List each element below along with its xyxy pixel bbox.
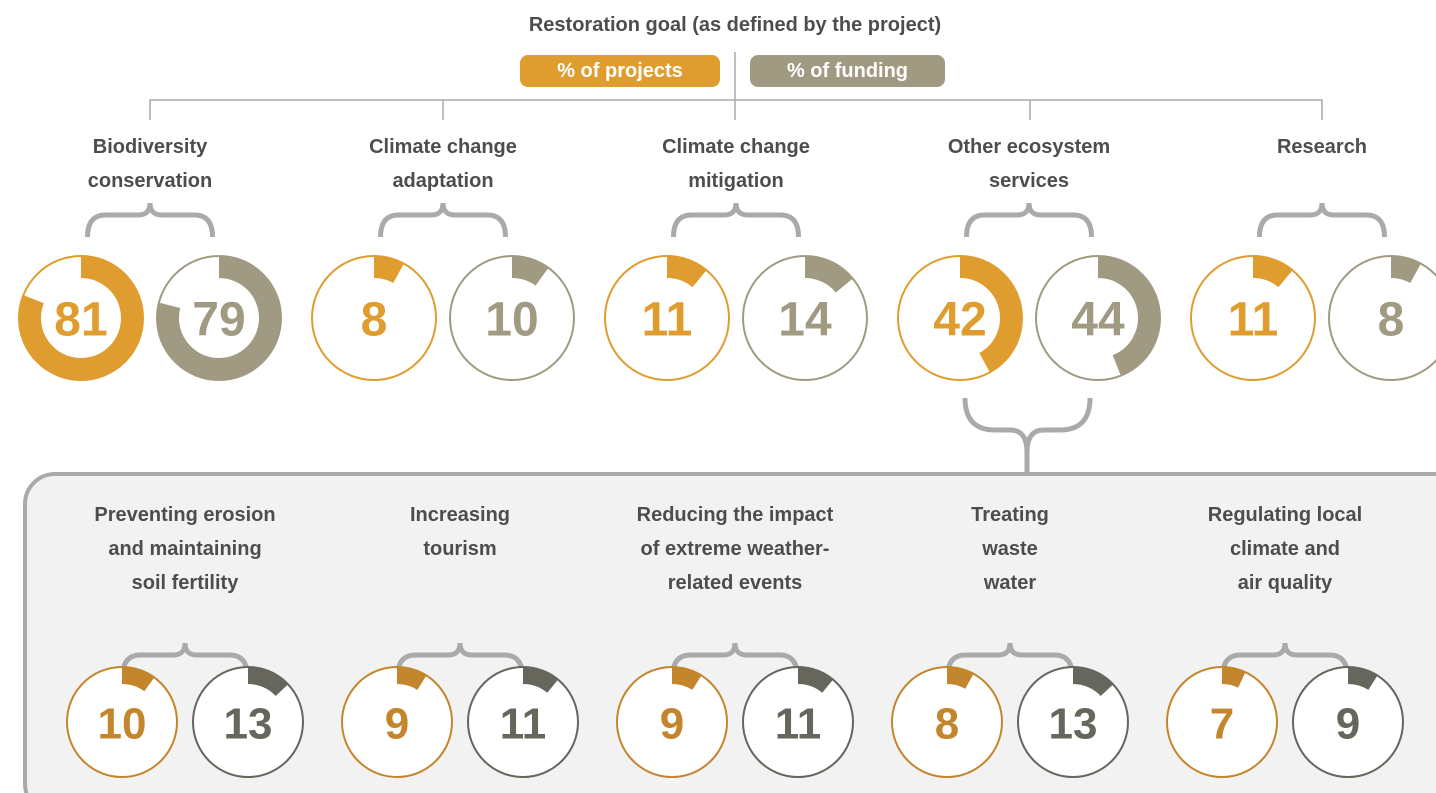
- donut-arc: [247, 667, 289, 697]
- category-label: Increasing tourism: [409, 504, 511, 560]
- value-label: 9: [385, 700, 409, 749]
- value-label: 8: [1378, 294, 1405, 347]
- value-label: 10: [485, 294, 538, 347]
- category-label: Climate change adaptation: [369, 136, 517, 192]
- category-label: Reducing the impact of extreme weather- …: [636, 504, 834, 594]
- donut-arc: [396, 667, 427, 691]
- brace: [964, 202, 1094, 238]
- value-label: 11: [642, 294, 693, 347]
- value-label: 8: [935, 700, 959, 749]
- brace: [378, 202, 508, 238]
- value-label: 44: [1071, 294, 1125, 347]
- value-label: 13: [224, 700, 273, 749]
- donut-arc: [19, 256, 143, 380]
- donut-arc: [666, 256, 707, 288]
- value-label: 79: [192, 294, 245, 347]
- category-label: Treating waste water: [971, 504, 1049, 594]
- brace: [670, 642, 800, 678]
- category-label: Climate change mitigation: [662, 136, 810, 192]
- tree-lines: [149, 52, 1323, 120]
- brace: [1257, 202, 1387, 238]
- brace: [395, 642, 525, 678]
- title: Restoration goal (as defined by the proj…: [529, 14, 941, 36]
- donut-arc: [121, 667, 155, 692]
- value-label: 10: [98, 700, 147, 749]
- brace: [120, 642, 250, 678]
- value-label: 11: [1228, 294, 1279, 347]
- donut-arc: [1252, 256, 1293, 288]
- donut-arc: [1097, 256, 1160, 376]
- brace: [945, 642, 1075, 678]
- donut-arc: [511, 256, 549, 286]
- category-label: Preventing erosion and maintaining soil …: [94, 504, 276, 594]
- value-label: 81: [54, 294, 107, 347]
- donut-arc: [1347, 667, 1378, 691]
- brace: [671, 202, 801, 238]
- value-label: 8: [361, 294, 388, 347]
- value-label: 11: [500, 700, 547, 749]
- value-label: 13: [1049, 700, 1098, 749]
- donut-arc: [946, 667, 974, 689]
- donut-arc: [373, 256, 404, 284]
- donut-arc: [1072, 667, 1114, 697]
- value-label: 14: [778, 294, 832, 347]
- brace: [1220, 642, 1350, 678]
- donut-arc: [522, 667, 559, 694]
- donut-arc: [1390, 256, 1421, 284]
- category-label: Research: [1276, 136, 1368, 158]
- brace: [85, 202, 215, 238]
- value-label: 11: [775, 700, 822, 749]
- donut-arc: [959, 256, 1022, 373]
- value-label: 7: [1210, 700, 1234, 749]
- legend-funding: % of funding: [750, 55, 945, 87]
- donut-arc: [671, 667, 702, 691]
- value-label: 42: [933, 294, 986, 347]
- category-label: Other ecosystem services: [947, 136, 1111, 192]
- connector-brace: [962, 397, 1093, 474]
- donut-arc: [157, 256, 281, 380]
- donut-arc: [797, 667, 834, 694]
- donut-arc: [1221, 667, 1246, 688]
- donut-arc: [804, 256, 853, 293]
- value-label: 9: [1336, 700, 1360, 749]
- category-label: Regulating local climate and air quality: [1207, 504, 1363, 594]
- legend-projects: % of projects: [520, 55, 720, 87]
- value-label: 9: [660, 700, 684, 749]
- category-label: Biodiversity conservation: [87, 136, 213, 192]
